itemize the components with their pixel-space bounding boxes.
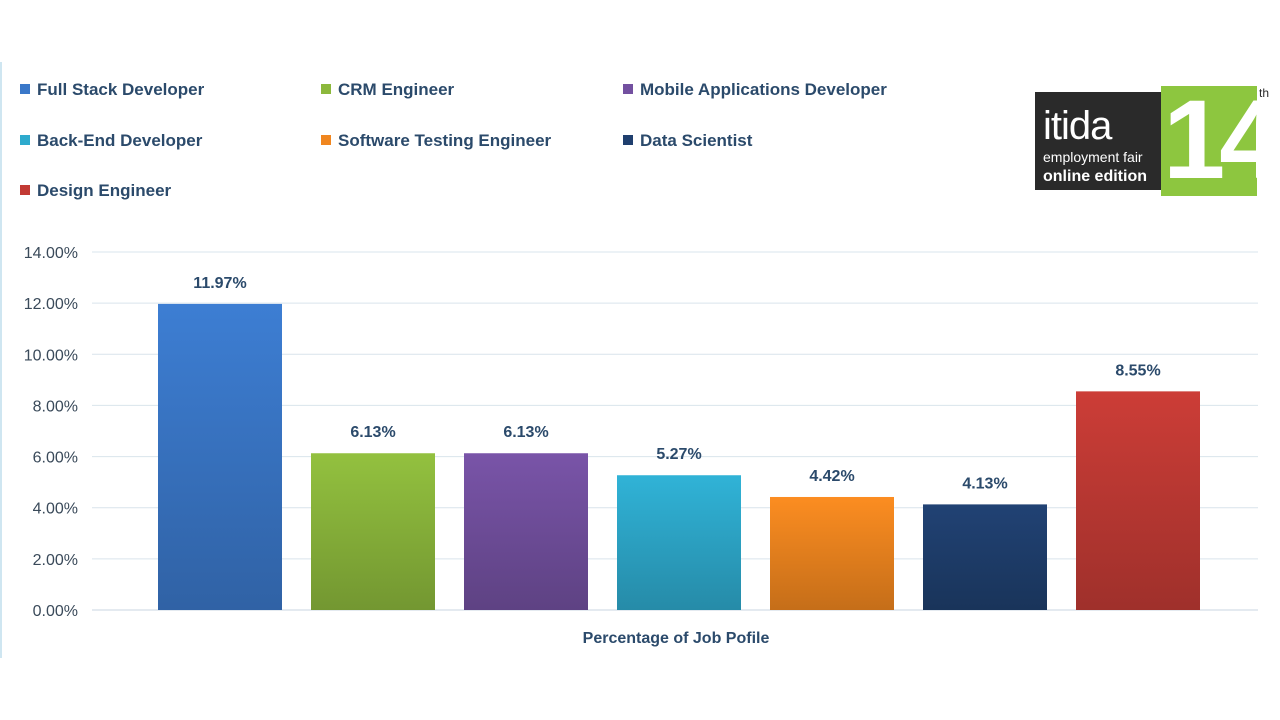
legend-swatch [20, 185, 30, 195]
y-tick-label: 4.00% [33, 501, 78, 518]
legend-swatch [20, 135, 30, 145]
legend-label: Back-End Developer [37, 131, 203, 150]
legend-label: Mobile Applications Developer [640, 80, 887, 99]
data-label: 4.42% [809, 468, 854, 485]
data-label: 5.27% [656, 446, 701, 463]
legend-item: Mobile Applications Developer [623, 80, 887, 99]
legend-label: Design Engineer [37, 181, 172, 200]
logo-number-box [1161, 86, 1257, 196]
logo-number: 14 [1163, 77, 1280, 202]
legend: Full Stack Developer CRM Engineer Mobile A… [20, 80, 887, 200]
legend-item: Back-End Developer [20, 131, 203, 150]
legend-swatch [321, 135, 331, 145]
y-tick-label: 12.00% [24, 296, 78, 313]
bar-back-end-developer [617, 475, 741, 610]
legend-swatch [623, 135, 633, 145]
legend-item: Software Testing Engineer [321, 131, 552, 150]
y-axis-ticks: 0.00% 2.00% 4.00% 6.00% 8.00% 10.00% 12.00% 14.… [24, 245, 78, 620]
data-label: 6.13% [350, 424, 395, 441]
legend-label: Full Stack Developer [37, 80, 205, 99]
logo-suffix: th [1259, 86, 1270, 100]
legend-swatch [623, 84, 633, 94]
itida-logo: itida employment fair online edition 14 … [1035, 78, 1280, 202]
logo-subtitle: employment fair [1043, 149, 1143, 165]
bar-data-scientist [923, 504, 1047, 610]
legend-label: CRM Engineer [338, 80, 455, 99]
data-label: 8.55% [1115, 362, 1160, 379]
frame-edge [0, 62, 2, 658]
bars [158, 303, 1200, 610]
legend-item: Full Stack Developer [20, 80, 205, 99]
legend-label: Software Testing Engineer [338, 131, 552, 150]
bar-full-stack-developer [158, 303, 282, 610]
logo-dark-box: itida employment fair online edition [1035, 92, 1163, 190]
data-label: 11.97% [193, 275, 246, 292]
legend-label: Data Scientist [640, 131, 753, 150]
y-tick-label: 14.00% [24, 245, 78, 262]
logo-word: itida [1043, 104, 1112, 148]
legend-item: CRM Engineer [321, 80, 455, 99]
x-axis-title: Percentage of Job Pofile [583, 630, 770, 647]
bar-mobile-applications-developer [464, 453, 588, 610]
logo-edition: online edition [1043, 168, 1147, 185]
data-labels: 11.97% 6.13% 6.13% 5.27% 4.42% 4.13% 8.55% [193, 275, 1160, 492]
bar-software-testing-engineer [770, 496, 894, 610]
legend-item: Data Scientist [623, 131, 753, 150]
y-tick-label: 0.00% [33, 603, 78, 620]
legend-item: Design Engineer [20, 181, 172, 200]
legend-swatch [20, 84, 30, 94]
legend-swatch [321, 84, 331, 94]
y-tick-label: 10.00% [24, 347, 78, 364]
y-tick-label: 6.00% [33, 450, 78, 467]
y-tick-label: 8.00% [33, 398, 78, 415]
y-tick-label: 2.00% [33, 552, 78, 569]
data-label: 6.13% [503, 424, 548, 441]
data-label: 4.13% [962, 475, 1007, 492]
gridlines [92, 251, 1258, 611]
bar-crm-engineer [311, 453, 435, 610]
bar-design-engineer [1076, 391, 1200, 610]
